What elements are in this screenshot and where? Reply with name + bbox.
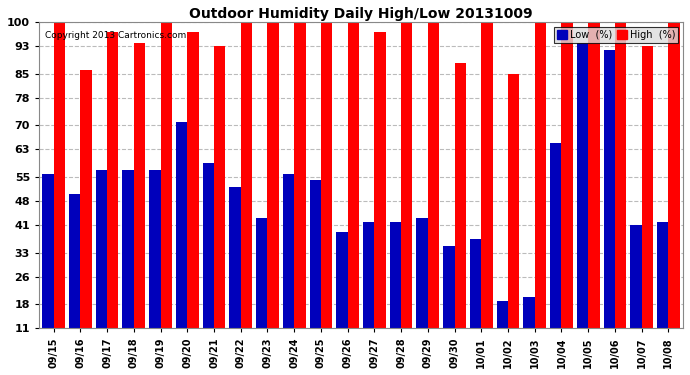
Bar	[176, 122, 187, 366]
Bar	[363, 222, 375, 366]
Bar	[348, 22, 359, 366]
Bar	[615, 22, 627, 366]
Bar	[443, 246, 455, 366]
Bar	[321, 22, 333, 366]
Bar	[497, 301, 508, 366]
Bar	[508, 74, 520, 366]
Bar	[241, 22, 252, 366]
Bar	[455, 63, 466, 366]
Bar	[550, 142, 562, 366]
Bar	[428, 22, 440, 366]
Bar	[336, 232, 348, 366]
Bar	[417, 218, 428, 366]
Bar	[604, 50, 615, 366]
Bar	[669, 22, 680, 366]
Bar	[81, 70, 92, 366]
Bar	[390, 222, 401, 366]
Bar	[96, 170, 107, 366]
Bar	[42, 174, 54, 366]
Bar	[562, 22, 573, 366]
Bar	[294, 22, 306, 366]
Bar	[577, 43, 588, 366]
Bar	[107, 32, 119, 366]
Bar	[134, 43, 145, 366]
Bar	[657, 222, 669, 366]
Bar	[310, 180, 321, 366]
Bar	[630, 225, 642, 366]
Bar	[229, 187, 241, 366]
Bar	[256, 218, 268, 366]
Bar	[203, 163, 214, 366]
Bar	[375, 32, 386, 366]
Title: Outdoor Humidity Daily High/Low 20131009: Outdoor Humidity Daily High/Low 20131009	[189, 7, 533, 21]
Bar	[268, 22, 279, 366]
Bar	[69, 194, 81, 366]
Bar	[123, 170, 134, 366]
Bar	[214, 46, 226, 366]
Bar	[283, 174, 294, 366]
Bar	[187, 32, 199, 366]
Bar	[54, 22, 65, 366]
Bar	[161, 22, 172, 366]
Legend: Low  (%), High  (%): Low (%), High (%)	[555, 27, 678, 43]
Bar	[482, 22, 493, 366]
Bar	[588, 22, 600, 366]
Bar	[535, 22, 546, 366]
Bar	[149, 170, 161, 366]
Bar	[401, 22, 413, 366]
Text: Copyright 2013 Cartronics.com: Copyright 2013 Cartronics.com	[46, 31, 187, 40]
Bar	[470, 239, 482, 366]
Bar	[524, 297, 535, 366]
Bar	[642, 46, 653, 366]
